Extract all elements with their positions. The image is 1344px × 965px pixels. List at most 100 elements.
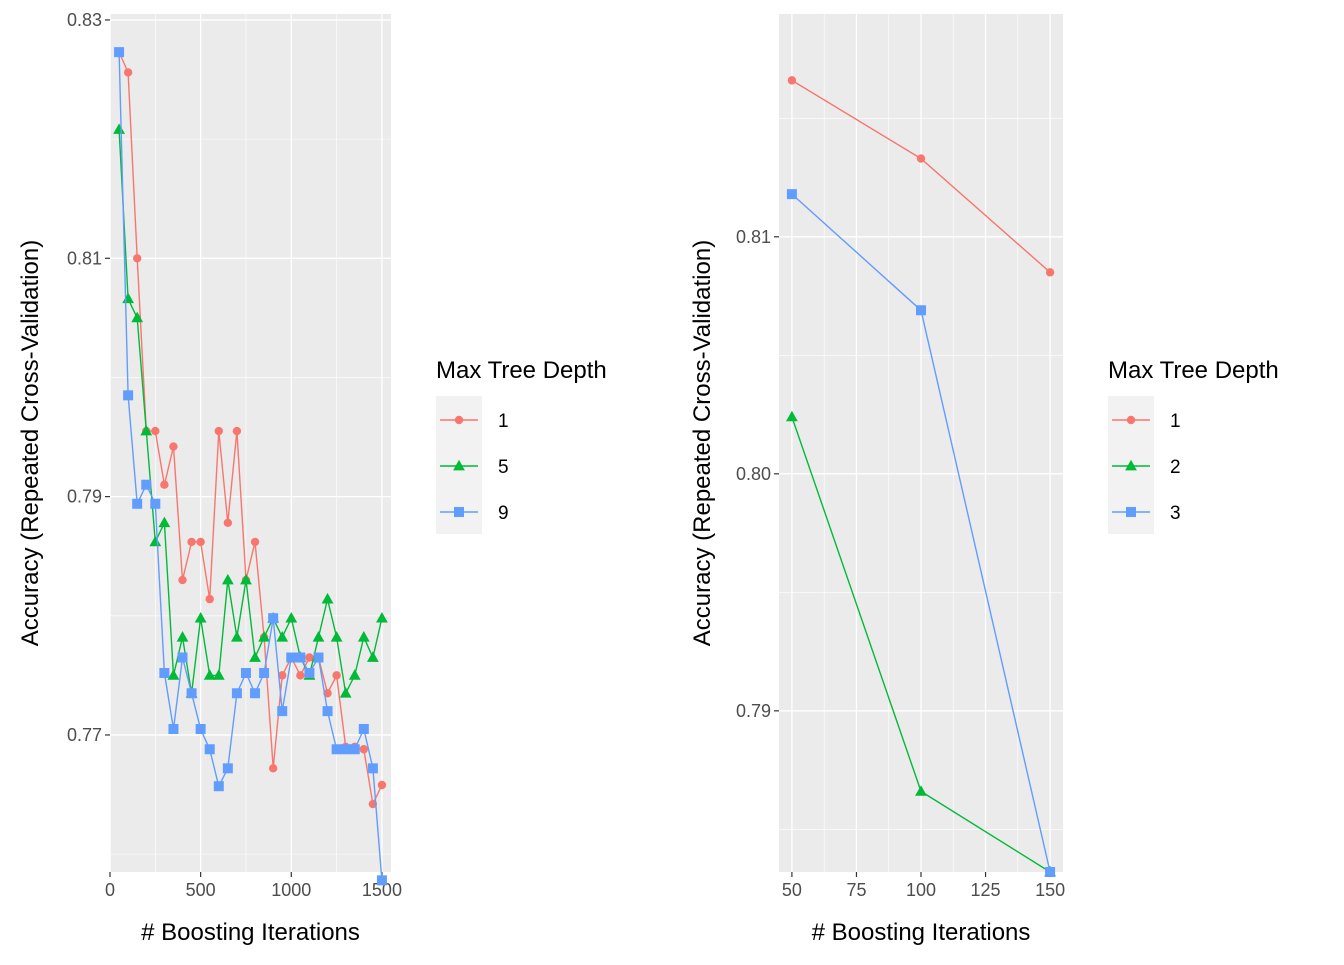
panel1-legend-key-marker-9	[454, 507, 464, 517]
panel1-legend-label-9: 9	[498, 503, 509, 524]
panel1-legend-key-marker-5	[453, 459, 465, 471]
panel1-point-9	[204, 744, 215, 755]
panel2-legend-key-marker-3	[1126, 507, 1136, 517]
panel1-point-9	[114, 47, 125, 58]
panel1-point-1	[196, 537, 205, 547]
panel2-y-tick-label: 0.79	[736, 701, 771, 721]
panel2-x-tick-label: 100	[906, 880, 936, 900]
panel1-point-9	[286, 652, 297, 663]
panel2-legend-label-3: 3	[1170, 503, 1181, 524]
panel1-point-5	[140, 424, 153, 436]
panel1-point-5	[158, 516, 171, 528]
panel1-point-5	[339, 687, 352, 698]
panel1-y-tick-label: 0.77	[67, 725, 102, 745]
panel1-x-tick-label: 0	[105, 880, 115, 900]
panel1-point-1	[268, 764, 278, 773]
panel1-point-1	[223, 518, 233, 528]
panel1-point-1	[305, 653, 314, 662]
panel1-point-9	[231, 688, 242, 699]
panel1-point-1	[123, 68, 133, 77]
panel2-point-1	[916, 154, 926, 163]
panel1-point-5	[176, 631, 189, 642]
panel1-point-5	[366, 651, 379, 662]
panel1-point-9	[322, 706, 333, 717]
panel2-x-tick-label: 125	[971, 880, 1001, 900]
panel1-point-9	[313, 652, 324, 663]
panel1-point-9	[240, 667, 251, 678]
panel2-point-2	[786, 410, 798, 422]
panel1-y-axis-title: Accuracy (Repeated Cross-Validation)	[17, 240, 44, 646]
panel1-point-9	[268, 613, 279, 624]
panel1-legend-label-1: 1	[498, 411, 509, 432]
panel1-point-5	[357, 631, 370, 642]
panel1-point-5	[131, 311, 144, 323]
panel1-point-9	[295, 652, 306, 663]
panel1-point-5	[113, 123, 125, 134]
panel1-x-tick-label: 1000	[271, 880, 311, 900]
panel1-point-9	[141, 479, 152, 490]
panel2-legend-key-marker-2	[1125, 459, 1137, 471]
panel2-x-axis-title: # Boosting Iterations	[812, 919, 1031, 946]
panel1-legend-key-marker-1	[454, 415, 464, 425]
panel1-y-tick-label: 0.79	[67, 487, 102, 507]
panel2-point-2	[915, 785, 927, 796]
panel1-point-1	[187, 537, 196, 547]
panel1-point-5	[203, 669, 216, 680]
panel1-point-1	[250, 537, 260, 547]
panel1-point-5	[212, 669, 225, 680]
panel1-point-5	[330, 631, 343, 642]
panel2-legend-key-marker-1	[1126, 415, 1136, 425]
panel1-point-5	[376, 611, 388, 623]
panel2-x-tick-label: 150	[1035, 880, 1065, 900]
panel1-point-5	[167, 669, 180, 680]
panel1-point-1	[359, 745, 369, 754]
panel1-x-tick-label: 1500	[362, 880, 402, 900]
panel2-y-axis-title: Accuracy (Repeated Cross-Validation)	[689, 240, 716, 646]
panel1-point-5	[149, 535, 162, 547]
panel1-point-5	[194, 611, 207, 623]
panel2-point-1	[787, 76, 797, 85]
panel1-point-9	[367, 763, 378, 774]
panel1-point-9	[304, 667, 315, 678]
panel1-point-9	[349, 744, 360, 755]
panel2-point-3	[1045, 867, 1056, 877]
panel1-series-line-1	[118, 51, 383, 807]
panel2-y-tick-label: 0.80	[736, 464, 771, 484]
panel2-point-3	[916, 305, 926, 316]
panel1-point-1	[232, 426, 242, 436]
panel1-point-9	[331, 744, 342, 755]
panel1-legend-label-5: 5	[498, 457, 509, 478]
panel1-point-9	[195, 724, 206, 734]
panel1-y-tick-label: 0.81	[67, 248, 102, 268]
panel1-point-1	[377, 780, 387, 790]
panel1-point-5	[276, 631, 289, 642]
panel1-plot-panel	[110, 14, 391, 872]
panel2-point-1	[1045, 268, 1055, 277]
panel1-point-9	[186, 688, 197, 699]
panel1-point-9	[168, 724, 179, 734]
panel1-point-9	[277, 706, 288, 717]
panel1-point-9	[213, 781, 224, 792]
panel1-x-tick-label: 500	[186, 880, 216, 900]
panel1-point-5	[231, 631, 243, 642]
panel1-point-1	[278, 671, 287, 680]
panel1-point-9	[222, 763, 233, 774]
panel1-x-axis-title: # Boosting Iterations	[141, 919, 360, 946]
panel1-point-5	[221, 573, 234, 585]
panel2-x-tick-label: 50	[782, 880, 802, 900]
panel2-legend-label-1: 1	[1170, 411, 1181, 432]
panel1-point-1	[132, 254, 142, 263]
panel1-point-9	[123, 390, 134, 401]
panel1-point-1	[178, 575, 187, 585]
panel1-point-5	[312, 631, 325, 642]
panel1-point-5	[348, 669, 361, 680]
panel1-point-9	[177, 652, 188, 663]
panel2-x-tick-label: 75	[846, 880, 866, 900]
panel1-point-1	[214, 426, 223, 436]
panel1-point-1	[169, 442, 178, 451]
panel1-point-9	[150, 498, 161, 509]
panel1-point-5	[321, 592, 334, 604]
panel1-point-5	[240, 573, 252, 585]
